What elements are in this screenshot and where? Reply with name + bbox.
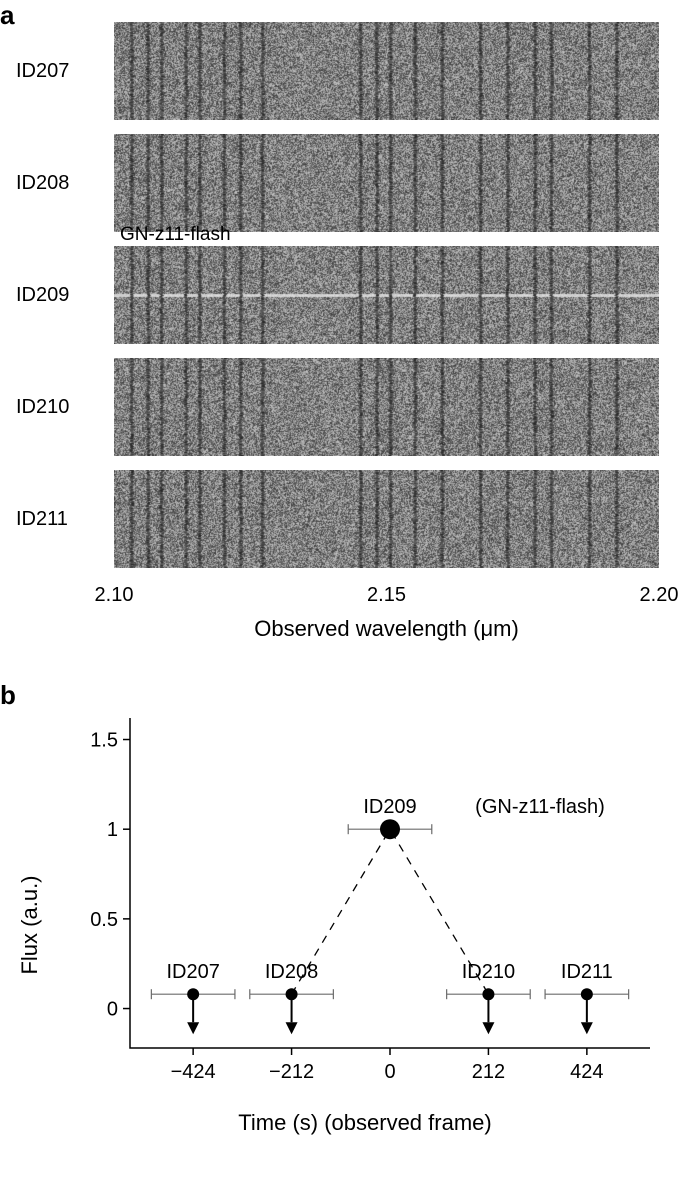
svg-text:1.5: 1.5	[90, 730, 118, 752]
point-label: ID210	[462, 961, 515, 983]
data-point	[187, 988, 199, 1000]
panel-a-xtick: 2.15	[367, 584, 406, 607]
svg-text:0: 0	[107, 999, 118, 1021]
spectrum-row-label: ID209	[16, 284, 69, 307]
panel-b-xtick: 424	[570, 1061, 603, 1083]
svg-text:1: 1	[107, 819, 118, 841]
panel-b-xtick: 0	[384, 1061, 395, 1083]
data-point	[286, 988, 298, 1000]
point-label: ID209	[363, 796, 416, 818]
data-point	[482, 988, 494, 1000]
spectrum-row: ID211	[114, 470, 659, 568]
point-label: ID208	[265, 961, 318, 983]
panel-a-xtick: 2.20	[640, 584, 679, 607]
spectrum-image	[114, 358, 659, 456]
data-point	[581, 988, 593, 1000]
panel-b-label: b	[0, 680, 16, 711]
panel-a-xaxis: Observed wavelength (μm) 2.102.152.20	[114, 578, 659, 658]
panel-b-xlabel: Time (s) (observed frame)	[60, 1110, 670, 1136]
panel-b-xtick: −212	[269, 1061, 314, 1083]
panel-b-chart: 0 0.5 1 1.5 −424 −212 0 212 424 ID207 ID208 ID209 (G…	[60, 700, 670, 1100]
spectrum-row: ID210	[114, 358, 659, 456]
spectrum-row: ID208	[114, 134, 659, 232]
panel-b: b Flux (a.u.) 0 0.5 1 1.5 −424 −212 0 212 424 ID2…	[0, 680, 685, 1180]
spectra-column: ID207 ID208 ID209GN-z11-flash ID210 ID211	[114, 22, 659, 582]
panel-a-xlabel: Observed wavelength (μm)	[114, 616, 659, 642]
panel-b-ylabel: Flux (a.u.)	[17, 875, 43, 974]
flash-annotation-b: (GN-z11-flash)	[475, 796, 605, 818]
panel-a: a ID207ID208ID209GN-z11-flashID210ID211 …	[0, 0, 685, 680]
point-label: ID211	[561, 961, 613, 983]
spectrum-row: ID209GN-z11-flash	[114, 246, 659, 344]
spectrum-image	[114, 246, 659, 344]
panel-a-xtick: 2.10	[95, 584, 134, 607]
spectrum-image	[114, 22, 659, 120]
panel-a-label: a	[0, 0, 14, 31]
svg-text:0.5: 0.5	[90, 909, 118, 931]
flash-annotation: GN-z11-flash	[120, 224, 231, 246]
panel-b-xtick: −424	[171, 1061, 216, 1083]
spectrum-row-label: ID207	[16, 60, 69, 83]
data-point	[380, 819, 400, 839]
spectrum-row-label: ID211	[16, 508, 68, 531]
spectrum-row: ID207	[114, 22, 659, 120]
spectrum-row-label: ID210	[16, 396, 69, 419]
spectrum-image	[114, 134, 659, 232]
spectrum-row-label: ID208	[16, 172, 69, 195]
panel-b-xtick: 212	[472, 1061, 505, 1083]
spectrum-image	[114, 470, 659, 568]
point-label: ID207	[166, 961, 219, 983]
